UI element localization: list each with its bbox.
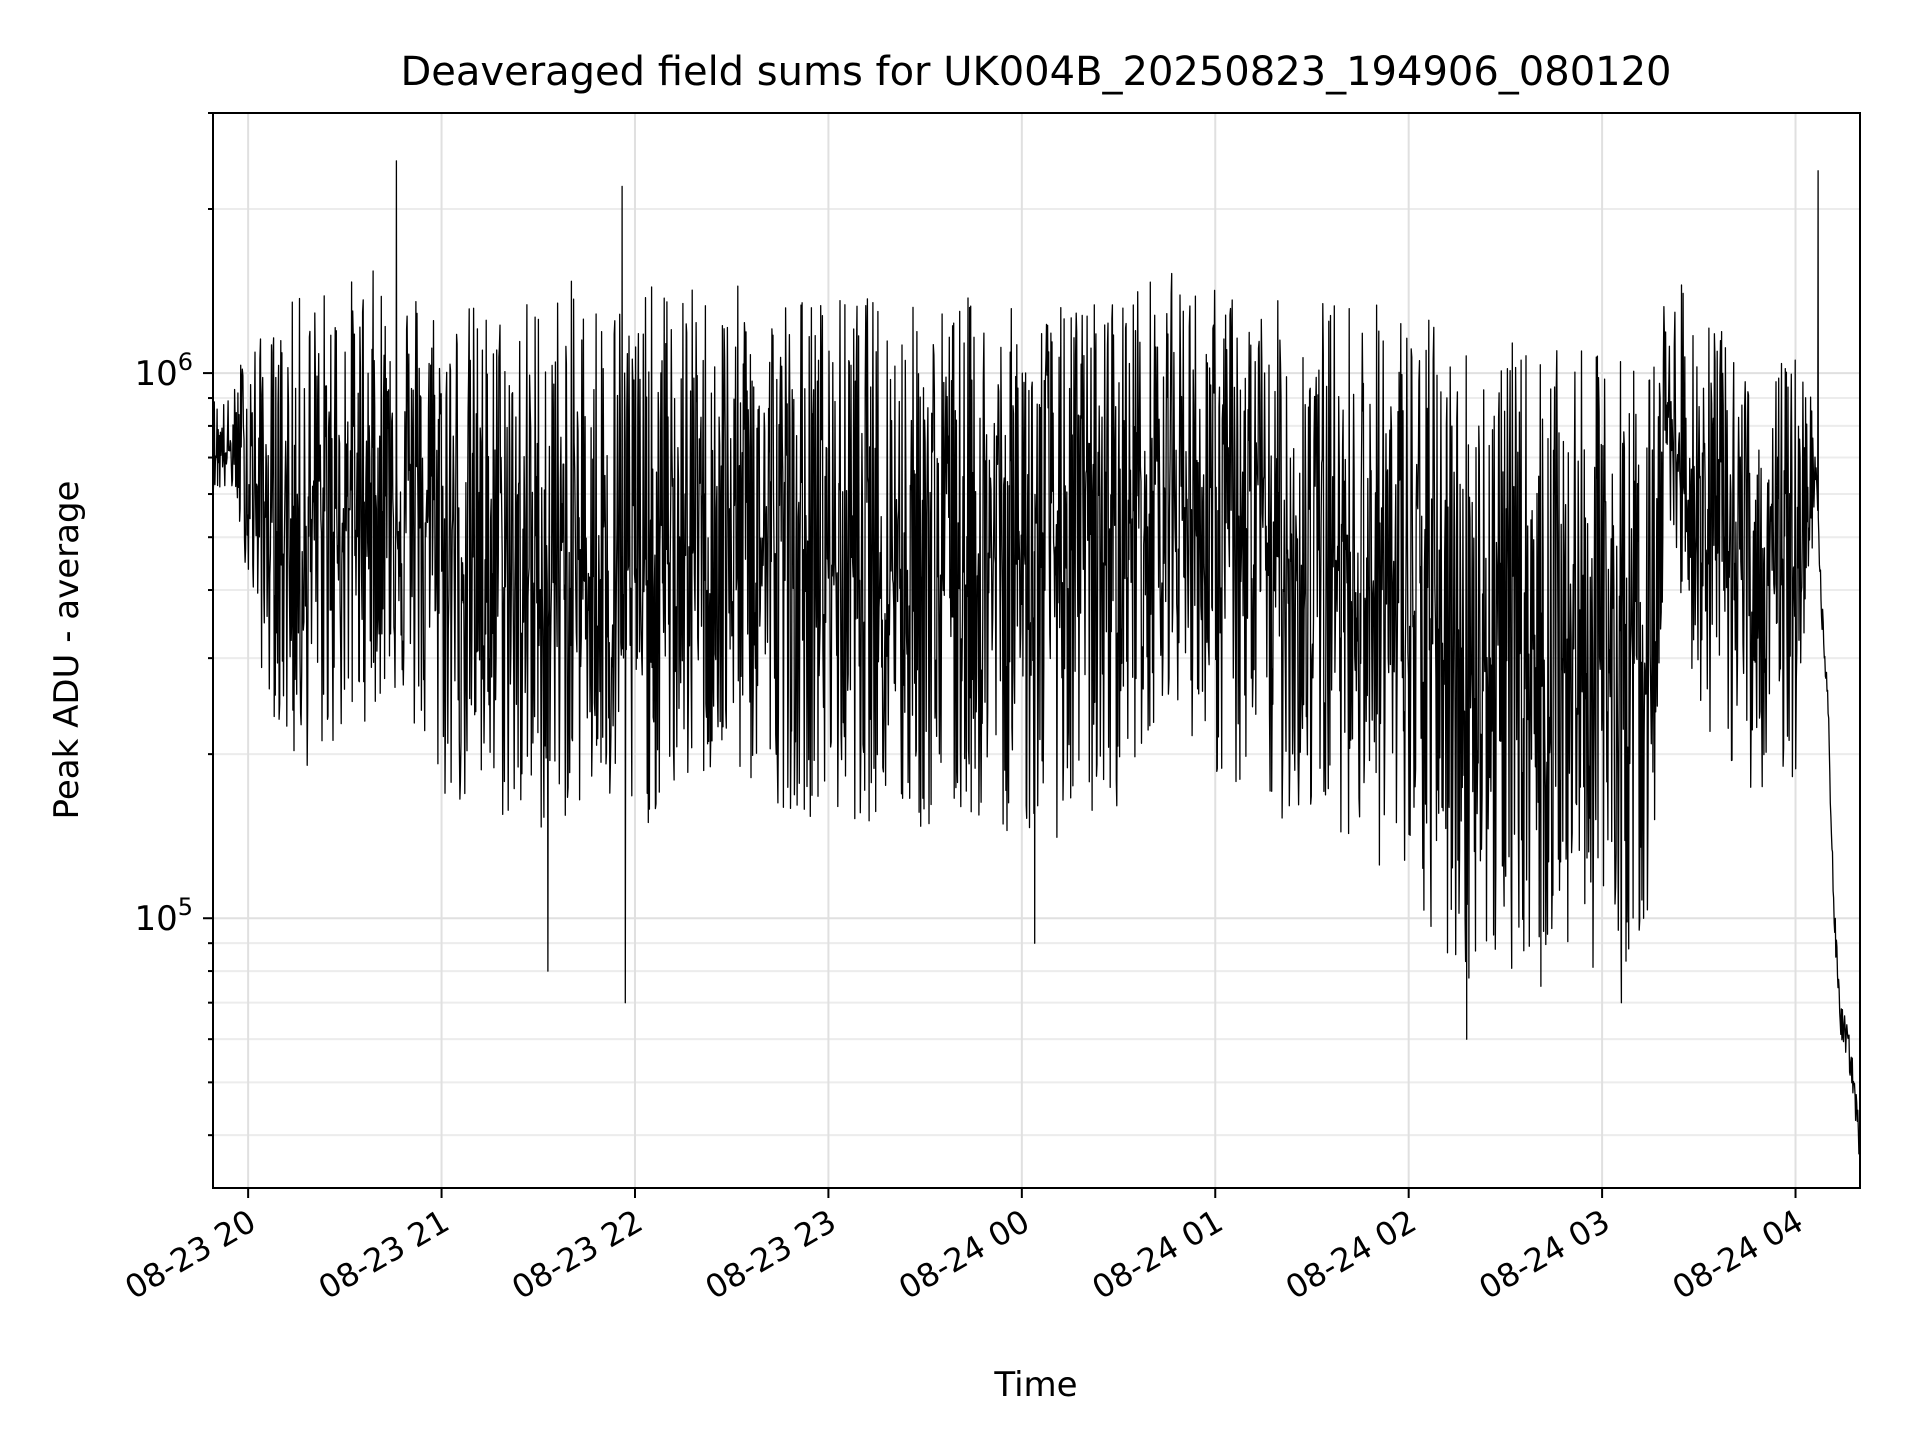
y-tick-label: 106	[134, 348, 193, 394]
y-axis-label: Peak ADU - average	[47, 481, 87, 820]
y-tick-label: 105	[134, 893, 193, 939]
plot-frame	[212, 112, 1861, 1189]
x-axis-label: Time	[993, 1365, 1077, 1405]
series-layer	[212, 160, 1861, 1165]
series-line	[212, 160, 1861, 1165]
chart-title: Deaveraged field sums for UK004B_2025082…	[401, 49, 1672, 95]
